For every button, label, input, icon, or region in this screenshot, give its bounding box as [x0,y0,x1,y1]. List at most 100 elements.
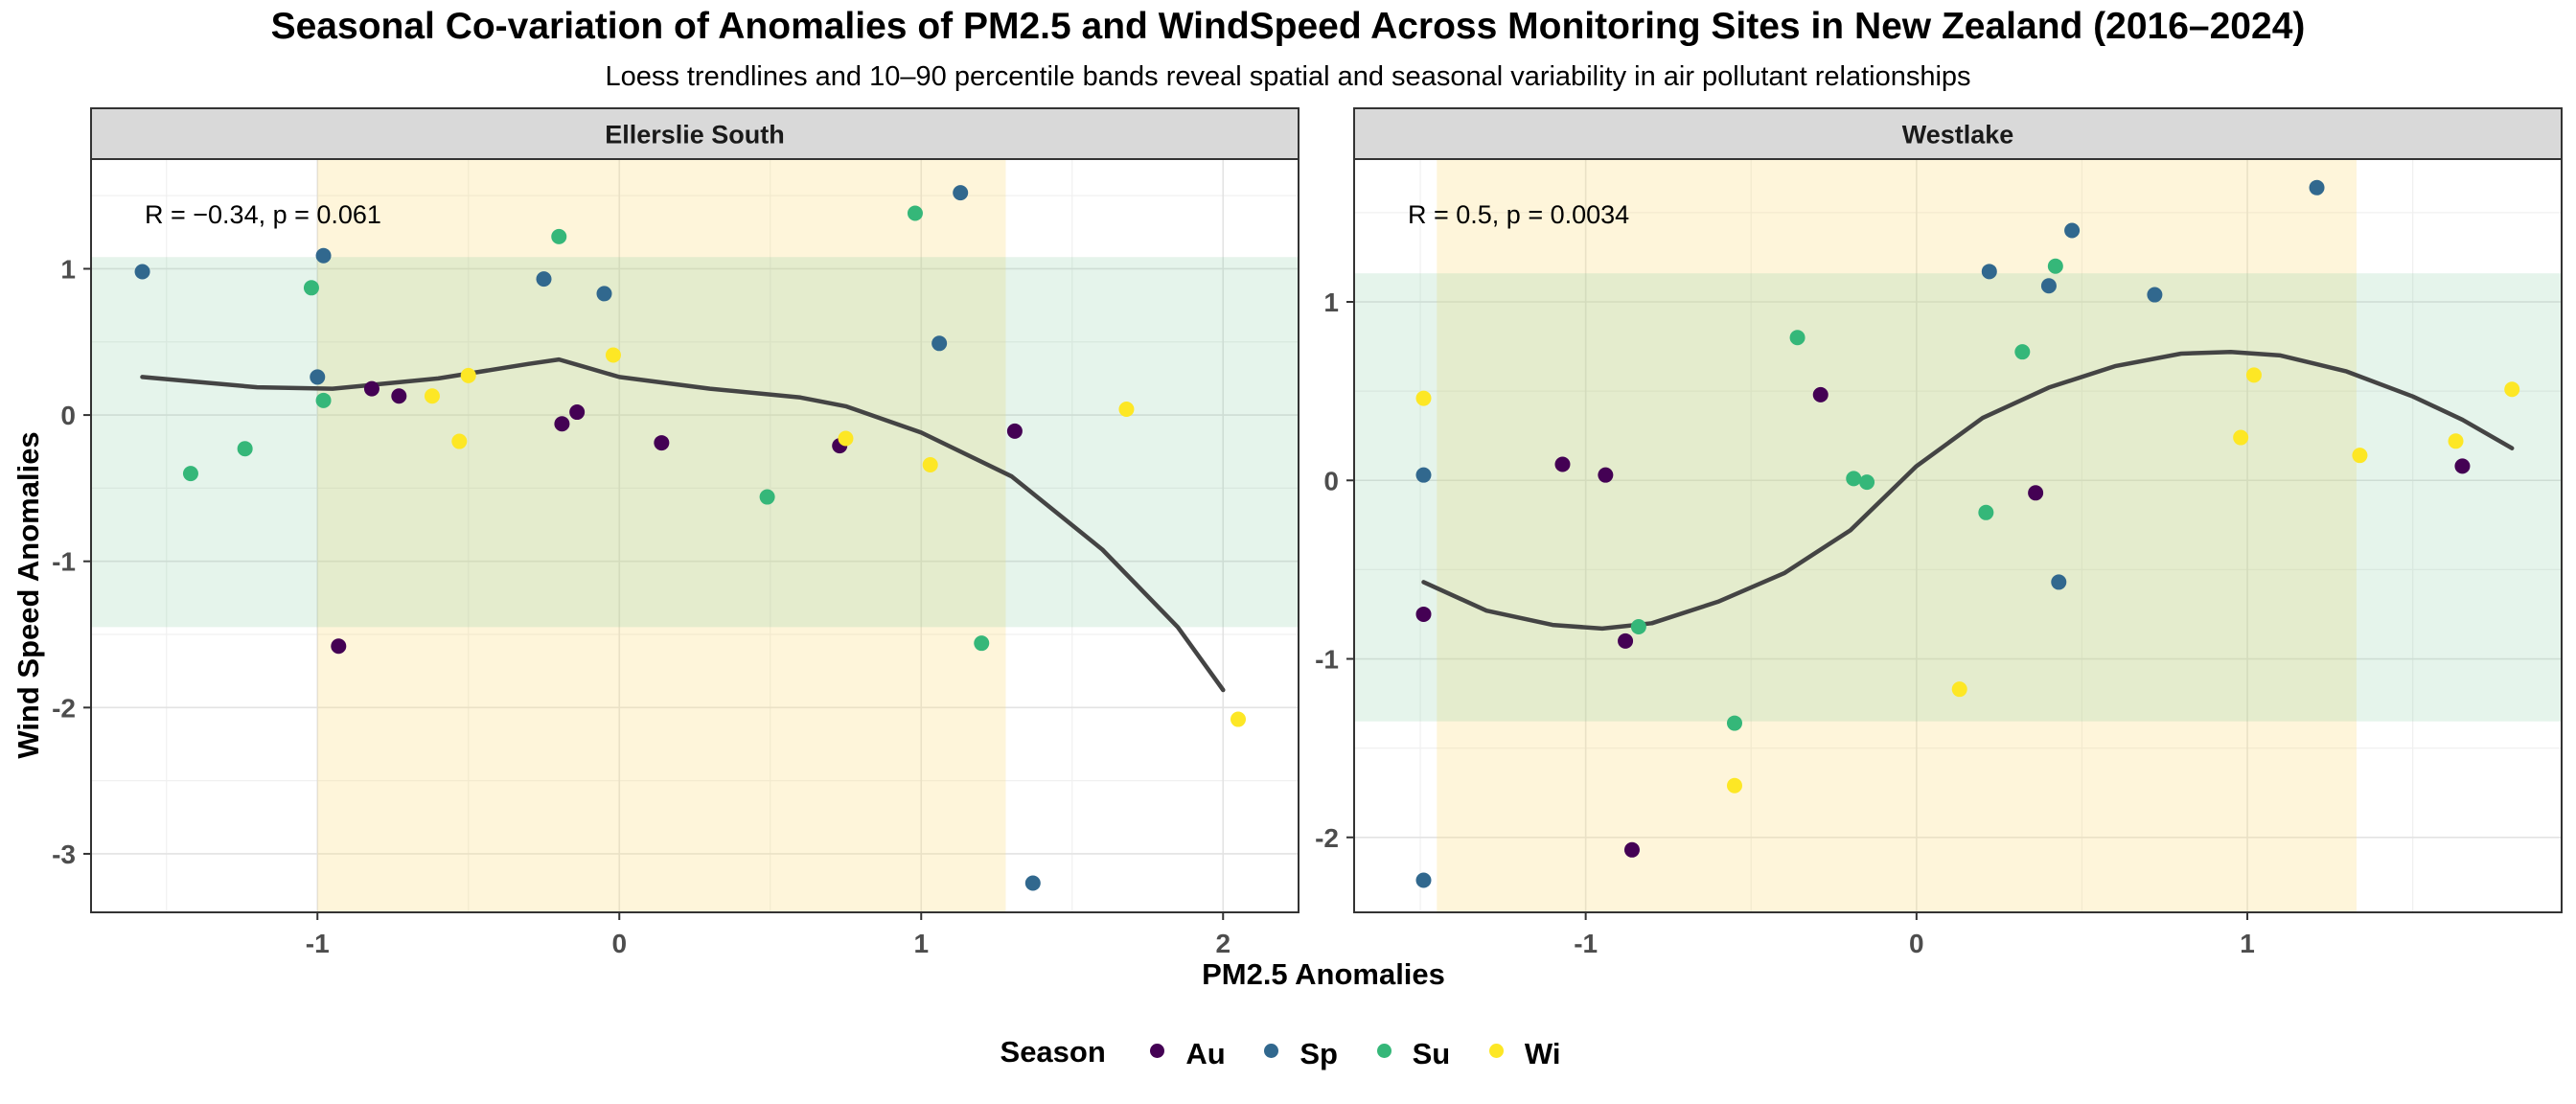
y-tick-label: 1 [60,254,76,284]
data-point-wi [460,367,476,383]
legend-item-sp: Sp [1264,1035,1338,1071]
y-tick-label: 1 [1323,288,1339,317]
panel-background [1354,159,2562,912]
data-point-su [182,466,198,482]
data-point-su [551,228,567,244]
facet-strip [1353,107,2563,160]
data-point-sp [2040,278,2057,294]
data-point-wi [451,433,468,449]
data-point-sp [2309,179,2325,196]
legend-label-sp: Sp [1300,1036,1338,1070]
data-point-sp [315,247,332,264]
data-point-su [1789,330,1806,346]
y-tick-label: -1 [52,547,76,577]
data-point-wi [1415,390,1432,406]
y-tick-label: -2 [52,693,76,723]
data-point-sp [536,271,552,288]
data-point-wi [1951,681,1967,698]
y-axis-label: Wind Speed Anomalies [12,431,45,758]
panel-background [91,159,1299,912]
pm25-percentile-band [1437,159,2357,912]
data-point-wi [2448,433,2464,449]
chart-subtitle: Loess trendlines and 10–90 percentile ba… [605,61,1971,92]
y-tick-label: 0 [60,401,76,430]
y-tick-label: 0 [1323,466,1339,495]
legend-item-su: Su [1376,1035,1451,1071]
correlation-annotation: R = −0.34, p = 0.061 [145,200,381,229]
data-point-au [654,435,670,451]
data-point-wi [838,430,854,447]
data-point-su [1859,474,1875,491]
legend-swatch-wi [1488,1044,1504,1059]
data-point-au [2454,458,2471,474]
panel-1: Ellerslie South R = −0.34, p = 0.061 -1 0 1 2… [52,107,1300,958]
data-point-su [1726,715,1742,731]
legend-label-wi: Wi [1524,1036,1561,1070]
x-tick-label: -1 [1574,929,1598,958]
facet-strip [90,107,1300,160]
panel-plot-area [91,159,1299,912]
x-tick-label: -1 [306,929,330,958]
data-point-wi [2245,367,2262,383]
data-point-au [1623,841,1640,858]
y-tick-label: -2 [1315,823,1339,853]
legend-item-au: Au [1150,1035,1226,1071]
legend-swatch-su [1376,1044,1392,1059]
data-point-su [974,635,990,652]
data-point-au [2028,485,2044,501]
data-point-au [1554,456,1571,472]
legend: Season Au Sp Su Wi [0,1035,2576,1071]
data-point-su [1978,504,1994,520]
data-point-sp [932,335,948,352]
panel-2: Westlake R = 0.5, p = 0.0034 -1 0 1 -2 -1 0 1 [1315,107,2563,958]
data-point-su [2047,258,2063,274]
data-point-sp [1415,872,1432,888]
data-point-au [391,388,407,404]
pm25-percentile-band [317,159,1006,912]
data-point-wi [424,388,440,404]
data-point-sp [953,185,969,201]
data-point-au [1006,423,1023,439]
data-point-sp [1981,264,1997,280]
data-point-wi [2352,448,2368,464]
windspeed-percentile-band [91,257,1299,628]
data-point-au [1415,606,1432,622]
data-point-su [759,489,775,505]
loess-trendline [1421,349,2515,632]
y-tick-label: -3 [52,840,76,869]
data-point-au [1598,467,1614,483]
x-tick-label: 1 [913,929,929,958]
data-point-su [315,392,332,408]
x-tick-label: 0 [611,929,627,958]
data-point-wi [2504,381,2520,398]
data-point-sp [596,286,612,302]
panels: Ellerslie South R = −0.34, p = 0.061 -1 0 1 2… [52,107,2563,958]
legend-swatch-au [1150,1044,1165,1059]
data-point-sp [1415,467,1432,483]
x-tick-label: 2 [1215,929,1230,958]
data-point-wi [2233,429,2249,446]
data-point-au [363,380,380,397]
data-point-su [1630,618,1646,634]
data-point-au [1812,386,1828,402]
y-tick-label: -1 [1315,645,1339,675]
data-point-sp [1024,875,1041,891]
data-point-su [907,205,923,221]
data-point-su [237,441,253,457]
data-point-su [1846,471,1862,487]
legend-label-au: Au [1185,1036,1226,1070]
data-point-sp [2051,574,2067,590]
data-point-au [554,416,570,432]
legend-swatch-sp [1264,1044,1279,1059]
data-point-wi [605,347,621,363]
windspeed-percentile-band [1354,273,2562,722]
legend-label-su: Su [1412,1036,1451,1070]
data-point-au [331,638,347,655]
data-point-sp [310,369,326,385]
data-point-wi [1230,711,1246,727]
data-point-wi [922,456,938,472]
data-point-au [1618,632,1634,649]
x-axis-label: PM2.5 Anomalies [1202,957,1445,991]
x-tick-label: 1 [2240,929,2255,958]
